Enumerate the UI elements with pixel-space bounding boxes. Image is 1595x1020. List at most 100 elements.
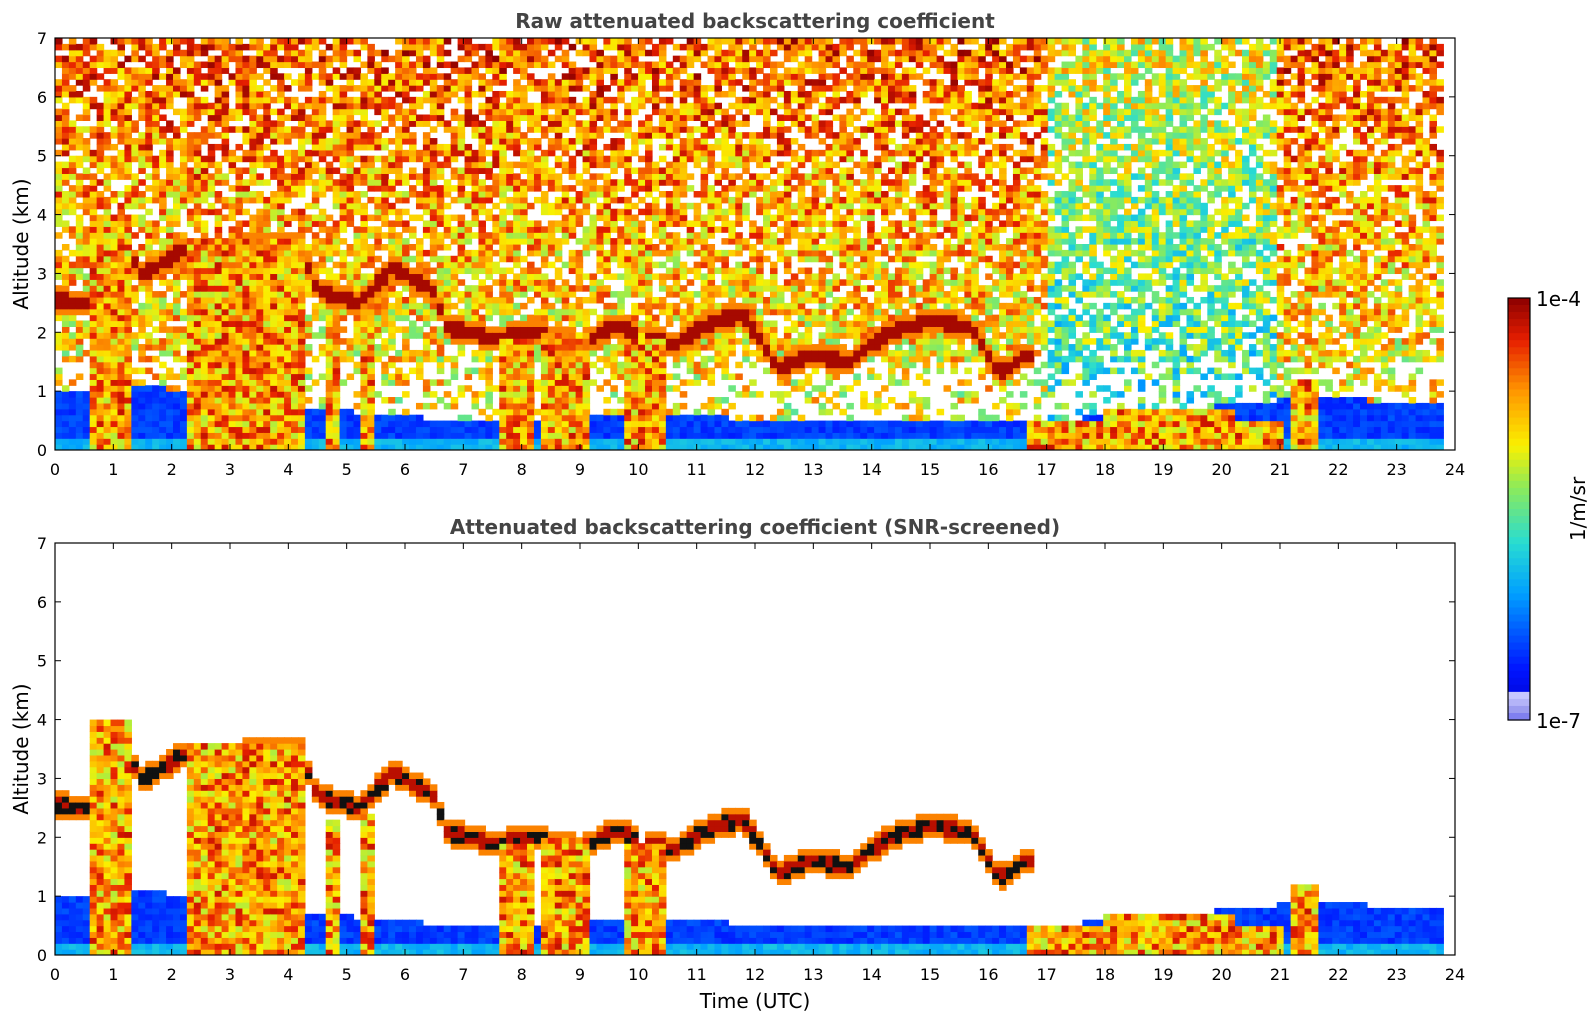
heatmap-cell — [353, 338, 362, 345]
heatmap-cell — [304, 320, 313, 327]
heatmap-cell — [68, 55, 77, 63]
heatmap-cell — [651, 244, 660, 251]
heatmap-cell — [186, 267, 195, 275]
heatmap-cell — [339, 155, 348, 163]
heatmap-cell — [409, 426, 417, 433]
heatmap-cell — [603, 185, 611, 192]
heatmap-cell — [173, 408, 181, 416]
heatmap-cell — [568, 261, 577, 269]
heatmap-cell — [145, 397, 153, 404]
heatmap-cell — [561, 185, 570, 192]
heatmap-cell — [402, 338, 410, 345]
heatmap-cell — [346, 261, 355, 269]
heatmap-cell — [304, 155, 313, 163]
heatmap-cell — [360, 308, 368, 316]
heatmap-cell — [138, 226, 146, 233]
heatmap-cell — [631, 202, 639, 210]
heatmap-cell — [221, 149, 230, 157]
heatmap-cell — [117, 173, 126, 180]
heatmap-cell — [68, 38, 77, 45]
heatmap-cell — [346, 179, 355, 186]
heatmap-cell — [284, 426, 292, 433]
heatmap-cell — [568, 320, 577, 327]
heatmap-cell — [339, 173, 348, 180]
heatmap-cell — [68, 232, 77, 239]
heatmap-cell — [464, 226, 473, 233]
heatmap-cell — [270, 349, 278, 357]
heatmap-cell — [138, 179, 146, 186]
heatmap-cell — [152, 90, 160, 98]
heatmap-cell — [186, 426, 195, 433]
heatmap-cell — [554, 138, 563, 145]
heatmap-cell — [110, 96, 119, 104]
heatmap-cell — [96, 267, 105, 275]
heatmap-cell — [624, 108, 632, 116]
heatmap-cell — [297, 385, 306, 392]
heatmap-cell — [589, 108, 598, 116]
heatmap-cell — [89, 102, 98, 110]
heatmap-cell — [520, 179, 528, 186]
heatmap-cell — [492, 173, 500, 180]
heatmap-cell — [499, 249, 507, 257]
heatmap-cell — [547, 326, 556, 333]
heatmap-cell — [242, 85, 250, 92]
heatmap-cell — [651, 296, 660, 304]
heatmap-cell — [527, 126, 535, 133]
heatmap-cell — [186, 402, 195, 410]
heatmap-cell — [638, 173, 646, 180]
heatmap-cell — [561, 261, 570, 269]
heatmap-cell — [159, 90, 167, 98]
heatmap-cell — [103, 279, 112, 286]
heatmap-cell — [145, 414, 153, 422]
heatmap-cell — [263, 302, 271, 310]
heatmap-cell — [207, 391, 216, 398]
heatmap-cell — [547, 96, 556, 104]
heatmap-cell — [575, 320, 584, 327]
heatmap-cell — [207, 438, 216, 445]
heatmap-cell — [284, 185, 292, 192]
heatmap-cell — [645, 132, 653, 139]
heatmap-cell — [110, 279, 119, 286]
heatmap-cell — [603, 143, 611, 151]
heatmap-cell — [339, 261, 348, 269]
heatmap-cell — [277, 126, 285, 133]
heatmap-cell — [311, 191, 320, 198]
heatmap-cell — [589, 420, 598, 428]
heatmap-cell — [561, 149, 570, 157]
heatmap-cell — [270, 379, 278, 386]
heatmap-cell — [450, 273, 459, 280]
heatmap-cell — [270, 255, 278, 263]
heatmap-cell — [499, 379, 507, 386]
heatmap-cell — [617, 43, 625, 51]
heatmap-cell — [263, 373, 271, 380]
heatmap-cell — [381, 49, 389, 57]
heatmap-cell — [527, 61, 535, 69]
heatmap-cell — [124, 367, 132, 375]
heatmap-cell — [193, 285, 202, 292]
heatmap-cell — [228, 149, 237, 157]
heatmap-cell — [374, 138, 382, 145]
heatmap-cell — [395, 314, 403, 322]
heatmap-cell — [402, 96, 410, 104]
heatmap-cell — [547, 285, 556, 292]
heatmap-cell — [145, 108, 153, 116]
heatmap-cell — [75, 90, 84, 98]
heatmap-cell — [554, 202, 563, 210]
heatmap-cell — [409, 349, 417, 357]
heatmap-cell — [492, 232, 500, 239]
heatmap-cell — [422, 444, 431, 450]
heatmap-cell — [395, 173, 403, 180]
heatmap-cell — [443, 126, 452, 133]
heatmap-cell — [575, 255, 584, 263]
heatmap-cell — [402, 332, 410, 339]
heatmap-cell — [422, 96, 431, 104]
heatmap-cell — [89, 96, 98, 104]
heatmap-cell — [360, 397, 368, 404]
heatmap-cell — [547, 308, 556, 316]
heatmap-cell — [589, 279, 598, 286]
heatmap-cell — [75, 73, 84, 80]
heatmap-cell — [589, 67, 598, 74]
heatmap-cell — [263, 226, 271, 233]
heatmap-cell — [589, 43, 598, 51]
heatmap-cell — [367, 143, 375, 151]
